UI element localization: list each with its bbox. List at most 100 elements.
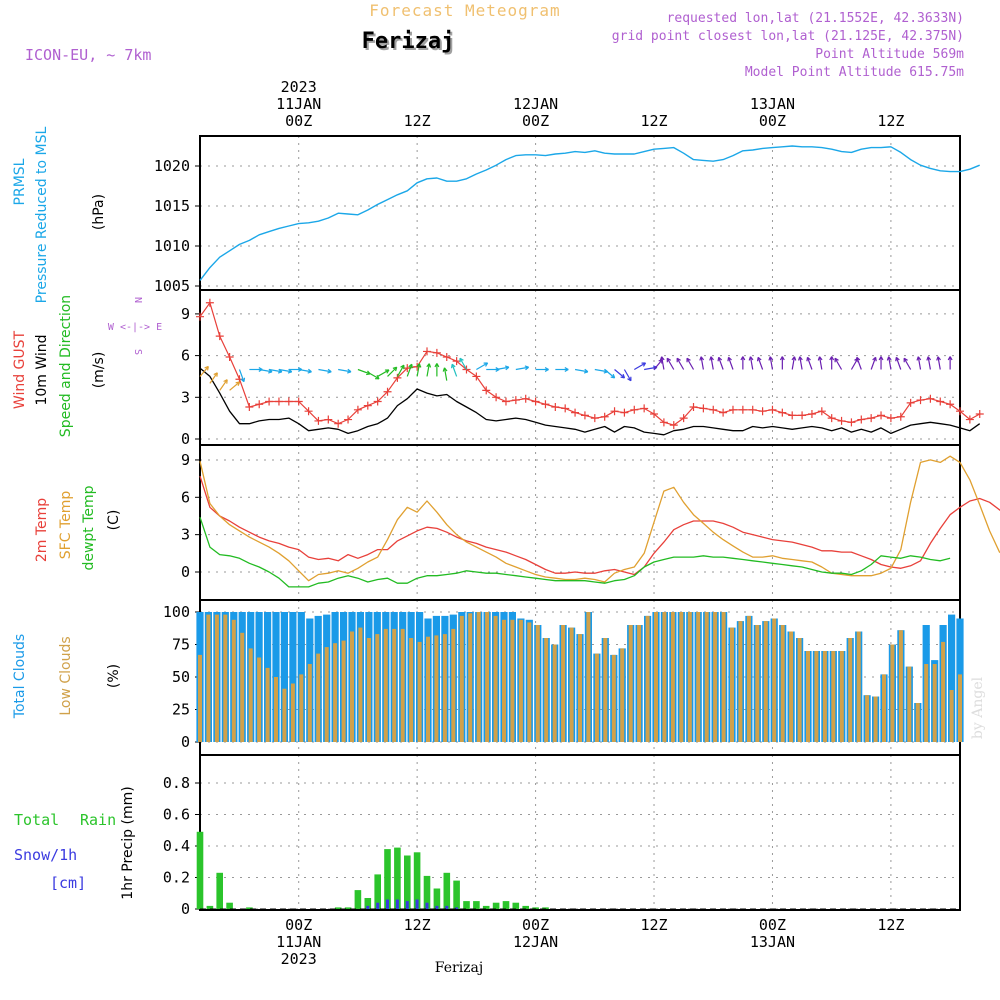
wind-arrow bbox=[870, 357, 877, 370]
low-cloud-bar bbox=[594, 653, 599, 742]
gust-marker bbox=[551, 403, 560, 412]
low-cloud-bar bbox=[214, 614, 219, 742]
model-altitude: Model Point Altitude 615.75m bbox=[745, 65, 964, 80]
wind-arrow-head bbox=[434, 363, 440, 368]
gridpoint-coords: grid point closest lon,lat (21.125E, 42.… bbox=[612, 29, 964, 44]
precip-cm-label: [cm] bbox=[50, 874, 86, 892]
gust-marker bbox=[758, 407, 767, 416]
date-label-bottom: 13JAN bbox=[750, 933, 795, 951]
time-tick-top: 00Z bbox=[522, 112, 549, 130]
wind-arrow bbox=[209, 372, 218, 384]
wind-arrow-head bbox=[307, 368, 312, 374]
low-cloud-bar bbox=[459, 615, 464, 742]
wind-arrow bbox=[259, 368, 273, 373]
wind-arrow bbox=[219, 379, 228, 391]
gust-marker bbox=[788, 411, 797, 420]
gust-marker bbox=[857, 415, 866, 424]
wind-arrow bbox=[229, 381, 240, 391]
wind-arrow-head bbox=[916, 356, 922, 361]
wind-arrow-head bbox=[947, 356, 953, 361]
low-cloud-bar bbox=[265, 667, 270, 742]
low-cloud-bar bbox=[822, 651, 827, 742]
gust-marker bbox=[659, 418, 668, 427]
wind-arrow bbox=[367, 371, 380, 380]
gust-marker bbox=[916, 396, 925, 405]
cloud-labels: Total Clouds Low Clouds (%) bbox=[12, 634, 122, 719]
wind-arrow-head bbox=[400, 364, 405, 370]
low-cloud-bar bbox=[341, 640, 346, 742]
low-cloud-bar bbox=[383, 628, 388, 742]
gust-marker bbox=[798, 411, 807, 420]
low-cloud-bar bbox=[873, 696, 878, 742]
clouds-ytick-label: 100 bbox=[163, 603, 190, 621]
wind-arrow bbox=[338, 368, 352, 373]
wind-arrow bbox=[199, 366, 209, 377]
low-cloud-bar bbox=[485, 612, 490, 742]
low-cloud-bar bbox=[738, 621, 743, 742]
gust-marker bbox=[492, 393, 501, 402]
wind-arrow bbox=[396, 364, 405, 377]
location-title: Ferizaj bbox=[362, 29, 455, 54]
rain-bar bbox=[404, 855, 411, 909]
low-cloud-bar bbox=[223, 614, 228, 742]
wind-arrow bbox=[818, 356, 823, 370]
low-cloud-bar bbox=[282, 688, 287, 742]
gust-marker bbox=[215, 332, 224, 341]
low-cloud-bar bbox=[561, 625, 566, 742]
wind-arrow bbox=[623, 369, 632, 382]
gust-marker bbox=[886, 414, 895, 423]
gust-marker bbox=[778, 408, 787, 417]
pressure-line bbox=[199, 145, 980, 281]
rain-bar bbox=[246, 907, 253, 909]
wind-arrow-head bbox=[347, 368, 352, 374]
wind-arrow bbox=[278, 368, 292, 373]
gust-marker bbox=[768, 405, 777, 414]
rain-bar bbox=[354, 890, 362, 909]
low-cloud-bar bbox=[797, 638, 802, 742]
wind-arrow-head bbox=[426, 363, 432, 368]
wind-arrow-head bbox=[936, 356, 941, 361]
date-label-top: 13JAN bbox=[750, 95, 795, 113]
low-cloud-bar bbox=[358, 627, 363, 742]
low-cloud-bar bbox=[924, 664, 929, 742]
point-altitude: Point Altitude 569m bbox=[815, 47, 964, 62]
rain-bar bbox=[473, 901, 480, 909]
gust-marker bbox=[689, 403, 698, 412]
gust-marker bbox=[827, 414, 836, 423]
gust-marker bbox=[699, 404, 708, 413]
gust-marker bbox=[344, 415, 353, 424]
temp-ytick-label: 3 bbox=[181, 526, 190, 544]
wind-arrow bbox=[387, 366, 398, 377]
low-cloud-bar bbox=[350, 631, 354, 742]
low-cloud-bar bbox=[856, 631, 861, 742]
low-cloud-bar bbox=[637, 625, 642, 742]
gust-marker bbox=[284, 397, 293, 406]
gust-marker bbox=[640, 404, 649, 413]
gust-marker bbox=[353, 405, 362, 414]
wind-arrow bbox=[718, 357, 724, 370]
wind-arrow bbox=[574, 368, 588, 373]
wind-arrow-head bbox=[450, 363, 456, 369]
gust-marker bbox=[590, 414, 599, 423]
low-cloud-bar bbox=[654, 612, 658, 742]
low-cloud-bar bbox=[476, 612, 481, 742]
wind-ytick-label: 3 bbox=[181, 388, 190, 406]
gust-marker bbox=[511, 396, 520, 405]
low-cloud-bar bbox=[890, 644, 895, 742]
wind-arrow bbox=[791, 356, 796, 370]
footer-location: Ferizaj bbox=[435, 960, 483, 976]
gust-marker bbox=[847, 418, 856, 427]
low-cloud-bar bbox=[696, 612, 701, 742]
year-label-top: 2023 bbox=[281, 78, 317, 96]
wind-arrow bbox=[318, 368, 332, 373]
gust-marker bbox=[936, 397, 945, 406]
snow-bar bbox=[455, 907, 459, 909]
low-cloud-bar bbox=[772, 618, 777, 742]
wind-arrow-head bbox=[779, 356, 785, 361]
gust-marker bbox=[334, 419, 343, 428]
model-label: ICON-EU, ~ 7km bbox=[25, 46, 151, 64]
low-cloud-bar bbox=[231, 619, 236, 742]
gust-marker bbox=[669, 421, 678, 430]
compass-row: W <-|-> E bbox=[108, 322, 162, 333]
low-cloud-bar bbox=[409, 638, 414, 742]
